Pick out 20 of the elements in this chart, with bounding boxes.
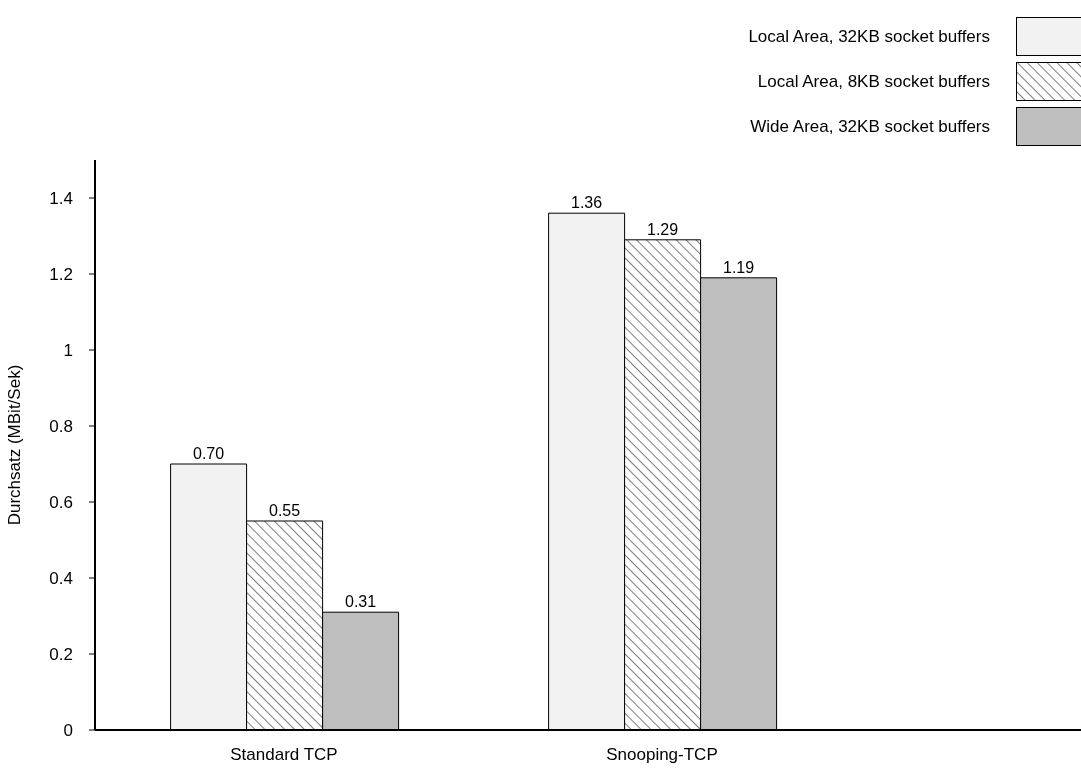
data-label: 1.29 (647, 220, 679, 238)
y-axis-title: Durchsatz (MBit/Sek) (5, 364, 25, 526)
data-label: 0.31 (345, 593, 377, 611)
y-tick-label: 1.4 (49, 189, 73, 209)
data-label: 1.19 (723, 258, 755, 276)
y-tick-label: 0.8 (49, 417, 73, 437)
x-tick-label: Standard TCP (230, 745, 338, 765)
text: Local Area, 8KB socket buffers (757, 71, 990, 92)
legend-label: Wide Area, 32KB socket buffers (750, 116, 990, 137)
x-tick-label: Snooping-TCP (606, 745, 718, 765)
data-label: 0.70 (193, 445, 225, 462)
y-tick-label: 0.4 (49, 569, 73, 589)
y-tick-label: 1 (63, 341, 73, 361)
y-tick-label: 0.2 (49, 645, 73, 665)
data-label: 0.55 (269, 502, 301, 519)
y-tick-label: 1.2 (49, 265, 73, 285)
legend-label: Local Area, 32KB socket buffers (748, 26, 990, 47)
y-tick-label: 0 (63, 721, 73, 741)
data-label: 1.36 (571, 194, 603, 212)
y-tick-label: 0.6 (49, 493, 73, 513)
